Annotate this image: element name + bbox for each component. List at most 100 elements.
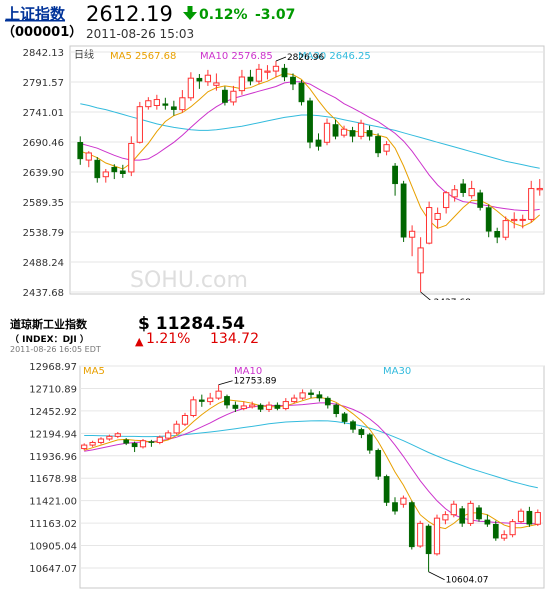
y-tick-label: 2437.68 <box>23 288 64 299</box>
candle-body <box>148 441 155 443</box>
y-tick-label: 12194.94 <box>29 429 77 440</box>
dow-jones-chart: 12968.97 12710.89 12452.92 12194.94 11936.96… <box>29 362 545 589</box>
candle-body <box>123 439 130 444</box>
candle <box>375 448 382 480</box>
candle-body <box>85 152 92 161</box>
candle-body <box>375 136 381 154</box>
candle-body <box>264 70 271 73</box>
candle-body <box>460 183 467 193</box>
candle <box>247 69 254 86</box>
candle-body <box>290 76 296 85</box>
candle-body <box>534 512 541 525</box>
candle <box>215 384 222 400</box>
candle-body <box>230 90 237 103</box>
candle <box>111 164 118 180</box>
shanghai-update-time: 2011-08-26 15:03 <box>86 27 194 41</box>
candle-body <box>89 441 96 446</box>
candle-body <box>299 392 306 399</box>
candle <box>173 420 180 435</box>
candle <box>357 119 365 140</box>
candle <box>307 97 313 149</box>
dji-price: $ 11284.54 <box>138 314 246 334</box>
candle <box>131 441 138 453</box>
candle <box>492 520 499 541</box>
candle-body <box>106 435 113 440</box>
legend-ma5: MA5 2567.68 <box>110 51 176 62</box>
candle <box>383 474 390 506</box>
candle-body <box>383 144 390 152</box>
candle <box>136 101 143 144</box>
candle-body <box>198 399 205 402</box>
candle-body <box>468 188 475 197</box>
legend-ma10: MA10 <box>234 366 262 377</box>
candle <box>400 180 407 242</box>
candle-body <box>501 534 508 539</box>
shanghai-index-name[interactable]: 上证指数 <box>5 5 66 23</box>
candle-body <box>111 166 118 173</box>
candle <box>477 189 484 211</box>
candle-body <box>433 517 441 555</box>
candle <box>298 79 305 106</box>
candle <box>187 72 195 101</box>
y-tick-label: 12968.97 <box>29 362 77 373</box>
candle <box>392 497 398 515</box>
dji-index-code: （ INDEX：DJI ） <box>10 335 89 345</box>
candle <box>511 212 518 229</box>
candle-body <box>528 188 535 220</box>
candle-body <box>102 171 109 178</box>
candle-body <box>173 423 180 434</box>
candle <box>265 401 273 413</box>
candle <box>485 204 492 238</box>
candle-body <box>443 192 450 209</box>
low-pointer <box>420 291 431 300</box>
candle-body <box>502 220 509 238</box>
candle-body <box>333 404 340 415</box>
candle-body <box>207 397 214 403</box>
candle-body <box>94 159 101 179</box>
candle-body <box>492 523 499 539</box>
candle <box>153 94 160 110</box>
candle-body <box>153 99 160 106</box>
candle-body <box>222 89 228 103</box>
candle-body <box>165 432 172 439</box>
dji-change: 134.72 <box>210 331 259 347</box>
y-tick-label: 2791.57 <box>23 78 64 89</box>
candle-body <box>400 183 407 238</box>
shanghai-period-label: 日线 <box>74 48 94 61</box>
candle-body <box>358 429 365 435</box>
y-tick-label: 2589.35 <box>23 198 64 209</box>
legend-ma30: MA30 2646.25 <box>298 51 371 62</box>
y-tick-label: 2639.90 <box>23 168 64 179</box>
candle-body <box>196 77 203 82</box>
candle-body <box>408 502 415 548</box>
candle <box>232 401 239 413</box>
shanghai-index-chart: 上证指数 （000001） 2612.19 0.12% -3.07 2011-0… <box>2 2 545 300</box>
candle <box>383 141 390 156</box>
candle <box>148 439 155 447</box>
shanghai-index-price: 2612.19 <box>86 2 173 26</box>
candle <box>181 412 189 426</box>
candle <box>89 440 96 447</box>
candle-body <box>97 438 105 443</box>
low-annotation: 2437.68 <box>434 298 471 300</box>
candle <box>162 97 169 110</box>
candle-body <box>255 68 263 82</box>
candle <box>315 133 322 151</box>
candle-body <box>187 77 195 99</box>
candle <box>196 74 203 89</box>
candle <box>392 163 398 196</box>
candle <box>442 511 449 525</box>
candle <box>460 179 467 197</box>
candle-body <box>145 100 152 108</box>
candle-body <box>282 401 289 410</box>
candle <box>198 394 205 407</box>
candle-body <box>366 434 373 451</box>
candle <box>170 100 177 116</box>
candle-body <box>349 130 356 137</box>
candle-body <box>179 97 186 111</box>
y-tick-label: 10647.07 <box>29 564 77 575</box>
y-tick-label: 11421.00 <box>29 497 77 508</box>
candle <box>408 225 416 257</box>
candle-body <box>257 404 264 410</box>
candle-body <box>425 525 432 555</box>
